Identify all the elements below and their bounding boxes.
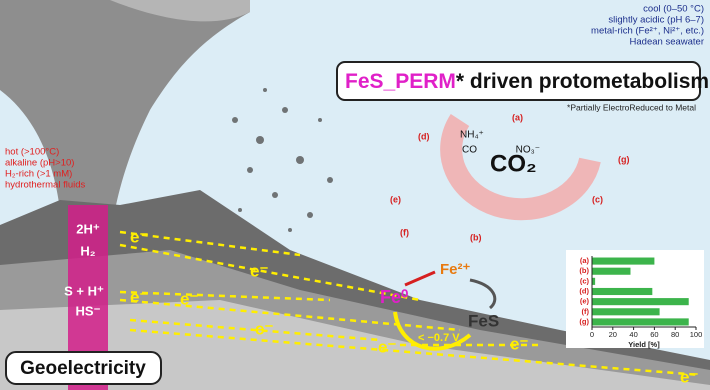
rock-layer xyxy=(0,300,710,390)
x-tick-label: 0 xyxy=(590,330,594,339)
y-tick-label: (f) xyxy=(582,307,590,316)
y-tick-label: (d) xyxy=(579,286,589,295)
nh4: NH₄⁺ xyxy=(460,130,484,141)
electron: e⁻ xyxy=(180,289,198,308)
label-box xyxy=(5,351,162,385)
step-label: (g) xyxy=(618,154,630,164)
fluid-line: hot (>100°C) xyxy=(5,147,59,158)
x-tick-label: 40 xyxy=(629,330,637,339)
fluid-line: H₂-rich (>1 mM) xyxy=(5,169,72,180)
seawater-line: Hadean seawater xyxy=(630,37,704,48)
electron-paths xyxy=(119,230,701,377)
y-tick-label: (e) xyxy=(580,297,590,306)
title-box xyxy=(336,61,701,101)
fluid-line: hydrothermal fluids xyxy=(5,180,86,191)
y-tick-label: (b) xyxy=(579,266,589,275)
y-tick-label: (g) xyxy=(579,317,589,326)
step-label: (e) xyxy=(390,194,401,204)
electron: e⁻ xyxy=(130,227,148,246)
seawater-line: metal-rich (Fe²⁺, Ni²⁺, etc.) xyxy=(591,26,704,37)
fes: FeS xyxy=(468,311,499,330)
co2: CO₂ xyxy=(490,150,537,177)
step-label: (b) xyxy=(470,232,482,242)
x-tick-label: 100 xyxy=(690,330,703,339)
fe2: Fe²⁺ xyxy=(440,261,471,278)
electron: e⁻ xyxy=(250,261,268,280)
vent-species: H₂ xyxy=(80,243,95,258)
arrow xyxy=(469,278,497,310)
electron: e⁻ xyxy=(378,337,396,356)
bar xyxy=(592,257,655,265)
fluid-line: alkaline (pH>10) xyxy=(5,158,74,169)
bar xyxy=(592,308,660,316)
co: CO xyxy=(462,145,477,156)
footnote: *Partially ElectroReduced to Metal xyxy=(567,102,696,112)
y-tick-label: (c) xyxy=(580,276,590,285)
electron: e⁻ xyxy=(130,287,148,306)
vent-species: 2H⁺ xyxy=(76,221,100,236)
bar xyxy=(592,277,596,285)
fe0: Fe⁰ xyxy=(380,287,408,307)
geoelectricity: Geoelectricity xyxy=(20,358,146,379)
vent-species: HS⁻ xyxy=(76,303,101,318)
yield-chart: 0 20 40 60 80 100 Yield [%] (a)(b)(c)(d) (e)(f)(… xyxy=(579,256,702,349)
step-label: (c) xyxy=(592,194,603,204)
electron: e⁻ xyxy=(680,367,698,386)
electron: e⁻ xyxy=(510,334,528,353)
vent-species: S + H⁺ xyxy=(64,283,104,298)
bar xyxy=(592,267,631,275)
y-tick-label: (a) xyxy=(580,256,590,265)
x-tick-label: 80 xyxy=(671,330,679,339)
x-tick-label: 60 xyxy=(650,330,658,339)
chimney xyxy=(0,0,250,210)
seawater-line: cool (0–50 °C) xyxy=(643,4,704,15)
seawater-line: slightly acidic (pH 6–7) xyxy=(608,15,704,26)
title: FeS_PERM* driven protometabolism xyxy=(345,70,709,93)
step-label: (d) xyxy=(418,131,430,141)
x-tick-label: 20 xyxy=(609,330,617,339)
arrow xyxy=(393,311,472,351)
no3: NO₃⁻ xyxy=(516,145,540,156)
particles xyxy=(232,88,333,232)
step-label: (a) xyxy=(512,112,523,122)
bar xyxy=(592,318,689,326)
potential: < −0.7 V xyxy=(418,332,460,344)
bar xyxy=(592,287,653,296)
step-label: (f) xyxy=(400,227,409,237)
x-axis-label: Yield [%] xyxy=(628,340,660,349)
arrow xyxy=(404,270,436,287)
plume xyxy=(110,0,250,22)
electron: e⁻ xyxy=(255,319,273,338)
bar xyxy=(592,298,689,306)
cycle-arrow xyxy=(440,114,601,221)
